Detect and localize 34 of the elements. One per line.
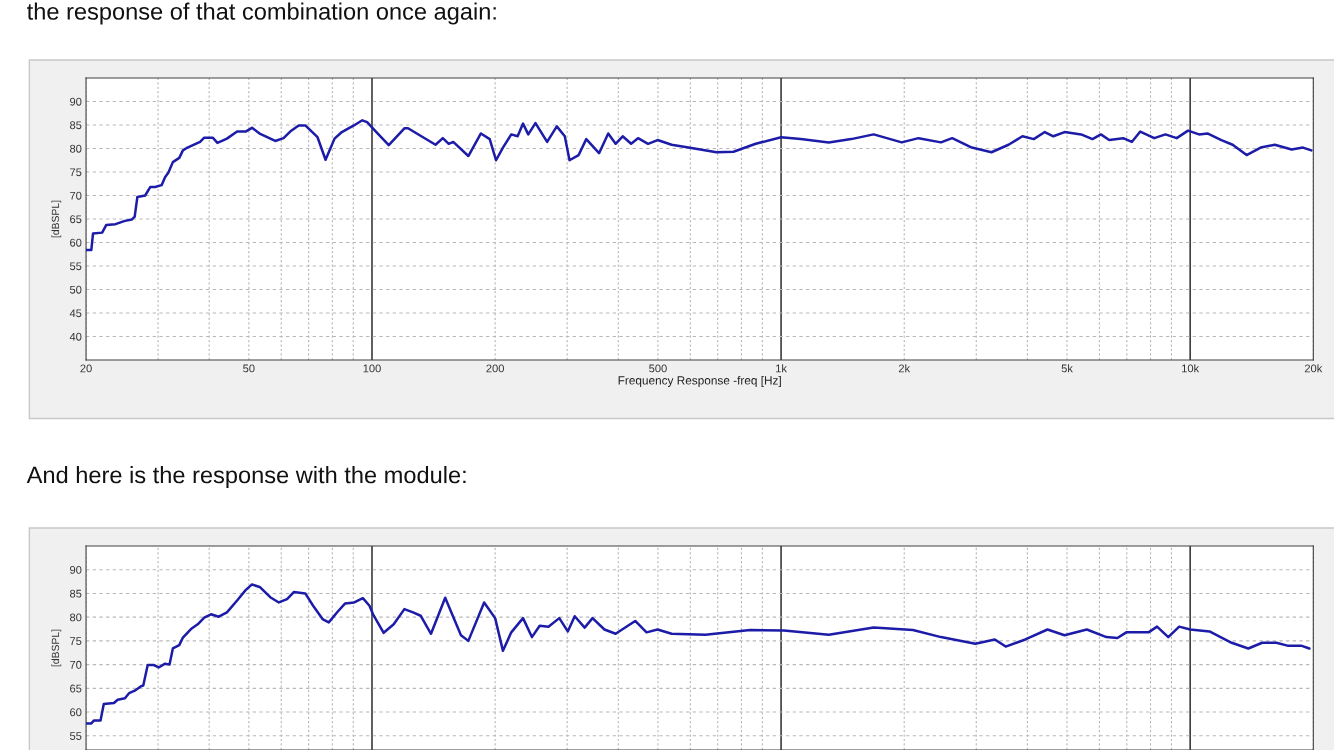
y-tick-label: 85 <box>70 121 82 130</box>
y-tick-label: 40 <box>69 332 82 341</box>
x-tick-label: 200 <box>486 364 504 373</box>
text: the response of that combination once again: <box>27 2 496 25</box>
y-tick-label: 90 <box>70 565 82 574</box>
y-tick-label: 65 <box>70 215 82 224</box>
x-tick-label: 1k <box>776 364 787 373</box>
y-tick-label: 60 <box>70 708 82 717</box>
y-tick-label: 45 <box>69 309 82 318</box>
y-tick-label: 75 <box>70 637 82 646</box>
y-tick-label: 80 <box>70 613 82 622</box>
x-tick-label: 20 <box>80 364 92 373</box>
x-tick-label: 500 <box>649 364 667 373</box>
y-axis-title: [dBSPL] <box>51 629 62 667</box>
x-tick-label: 2k <box>898 364 911 373</box>
x-tick-label: 5k <box>1061 364 1073 373</box>
y-tick-label: 60 <box>70 238 82 247</box>
y-tick-label: 80 <box>70 144 82 153</box>
text: And here is the response with the module: <box>26 465 466 488</box>
y-tick-label: 50 <box>69 285 82 294</box>
y-tick-label: 90 <box>70 97 82 106</box>
y-axis-title: [dBSPL] <box>51 200 62 238</box>
x-tick-label: 50 <box>243 364 255 373</box>
x-axis-title: Frequency Response -freq [Hz] <box>618 375 781 387</box>
y-tick-label: 70 <box>70 660 82 669</box>
y-tick-label: 65 <box>70 684 82 693</box>
x-tick-label: 20k <box>1304 364 1323 373</box>
y-tick-label: 75 <box>70 168 82 177</box>
y-tick-label: 55 <box>69 732 82 740</box>
x-tick-label: 10k <box>1182 364 1200 373</box>
y-tick-label: 55 <box>69 262 82 271</box>
y-tick-label: 70 <box>70 191 82 200</box>
y-tick-label: 85 <box>70 589 82 598</box>
x-tick-label: 100 <box>363 364 381 373</box>
